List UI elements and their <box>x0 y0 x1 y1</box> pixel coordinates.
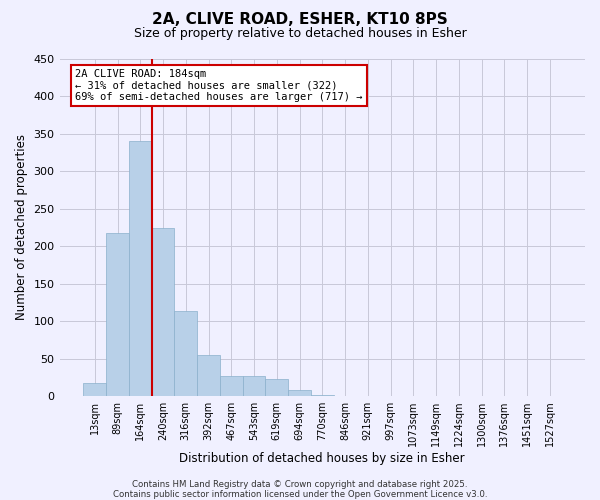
Bar <box>265 380 288 396</box>
Bar <box>83 383 106 396</box>
Bar <box>152 228 175 396</box>
Text: Contains HM Land Registry data © Crown copyright and database right 2025.: Contains HM Land Registry data © Crown c… <box>132 480 468 489</box>
Text: Size of property relative to detached houses in Esher: Size of property relative to detached ho… <box>134 28 466 40</box>
Y-axis label: Number of detached properties: Number of detached properties <box>15 134 28 320</box>
Bar <box>288 390 311 396</box>
Bar <box>197 355 220 396</box>
Bar <box>175 312 197 396</box>
Text: 2A, CLIVE ROAD, ESHER, KT10 8PS: 2A, CLIVE ROAD, ESHER, KT10 8PS <box>152 12 448 28</box>
Bar <box>129 142 152 396</box>
Text: 2A CLIVE ROAD: 184sqm
← 31% of detached houses are smaller (322)
69% of semi-det: 2A CLIVE ROAD: 184sqm ← 31% of detached … <box>76 69 363 102</box>
Text: Contains public sector information licensed under the Open Government Licence v3: Contains public sector information licen… <box>113 490 487 499</box>
Bar <box>242 376 265 396</box>
Bar <box>106 234 129 396</box>
Bar <box>220 376 242 396</box>
Bar <box>311 395 334 396</box>
X-axis label: Distribution of detached houses by size in Esher: Distribution of detached houses by size … <box>179 452 465 465</box>
